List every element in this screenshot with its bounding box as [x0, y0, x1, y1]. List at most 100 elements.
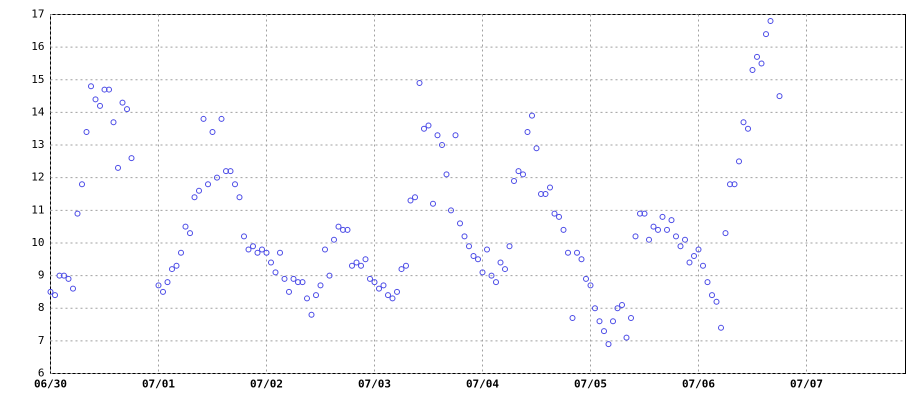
point [713, 298, 720, 305]
x-tick-label: 07/04 [466, 378, 499, 391]
point [196, 187, 202, 194]
point [569, 315, 576, 322]
point [479, 269, 486, 276]
point [160, 288, 166, 295]
point [380, 282, 387, 289]
point [529, 112, 535, 119]
point [317, 282, 324, 289]
point [448, 207, 454, 214]
point [520, 171, 526, 178]
point [272, 269, 279, 276]
point [218, 115, 225, 122]
point [709, 292, 715, 299]
point [178, 249, 184, 256]
point [110, 119, 117, 126]
point [412, 194, 418, 201]
point [335, 223, 342, 230]
point [61, 272, 67, 279]
point [173, 262, 180, 269]
point [425, 122, 432, 129]
point [610, 318, 616, 325]
x-tick-label: 07/01 [142, 378, 175, 391]
point [704, 279, 711, 286]
point [322, 246, 328, 253]
point [754, 53, 760, 60]
point [106, 86, 112, 93]
point [299, 279, 306, 286]
point [281, 275, 288, 282]
point [691, 253, 697, 260]
point [682, 236, 688, 243]
point [470, 253, 477, 260]
point [191, 194, 198, 201]
y-tick-label: 12 [31, 171, 44, 184]
point [92, 96, 99, 103]
x-tick-label: 07/06 [682, 378, 715, 391]
point [209, 128, 216, 135]
y-tick-label: 16 [31, 40, 44, 53]
point [394, 288, 400, 295]
point [511, 177, 517, 184]
point [326, 272, 333, 279]
y-tick-label: 8 [38, 301, 45, 314]
point [515, 168, 522, 175]
point [236, 194, 243, 201]
point [763, 31, 769, 38]
point [389, 295, 396, 302]
point [749, 66, 756, 73]
point [74, 210, 81, 217]
point [349, 262, 355, 269]
point [646, 236, 652, 243]
point [655, 226, 661, 233]
point [241, 233, 247, 240]
point [718, 324, 724, 331]
point [565, 249, 571, 256]
point [623, 334, 630, 341]
point [731, 181, 738, 188]
point [632, 233, 639, 240]
x-tick-label: 07/07 [790, 378, 823, 391]
point [650, 223, 657, 230]
point [461, 233, 468, 240]
point [524, 128, 531, 135]
point [619, 301, 625, 308]
point [488, 272, 495, 279]
point [200, 115, 207, 122]
point [430, 200, 436, 207]
point [659, 213, 666, 220]
point [128, 155, 135, 162]
y-tick-label: 17 [31, 8, 44, 21]
point [403, 262, 409, 269]
point [443, 171, 450, 178]
point [88, 83, 94, 90]
point [376, 285, 382, 292]
point [259, 246, 265, 253]
point [398, 266, 405, 273]
point [574, 249, 580, 256]
point [65, 275, 72, 282]
point [466, 243, 472, 250]
point [677, 243, 684, 250]
point [407, 197, 414, 204]
point [628, 315, 634, 322]
point [533, 145, 540, 152]
point [115, 164, 121, 171]
point [542, 191, 549, 197]
point [308, 311, 315, 318]
point [52, 292, 58, 299]
point [304, 295, 310, 302]
point [700, 262, 706, 269]
x-tick-label: 06/30 [34, 378, 67, 391]
point [79, 181, 85, 188]
point [740, 119, 747, 126]
point [155, 282, 162, 289]
point [70, 285, 76, 292]
point [578, 256, 585, 263]
point [664, 226, 670, 233]
point [641, 210, 648, 217]
point [245, 246, 252, 253]
point [547, 184, 553, 191]
point [502, 266, 508, 273]
point [587, 282, 594, 289]
point [362, 256, 369, 263]
